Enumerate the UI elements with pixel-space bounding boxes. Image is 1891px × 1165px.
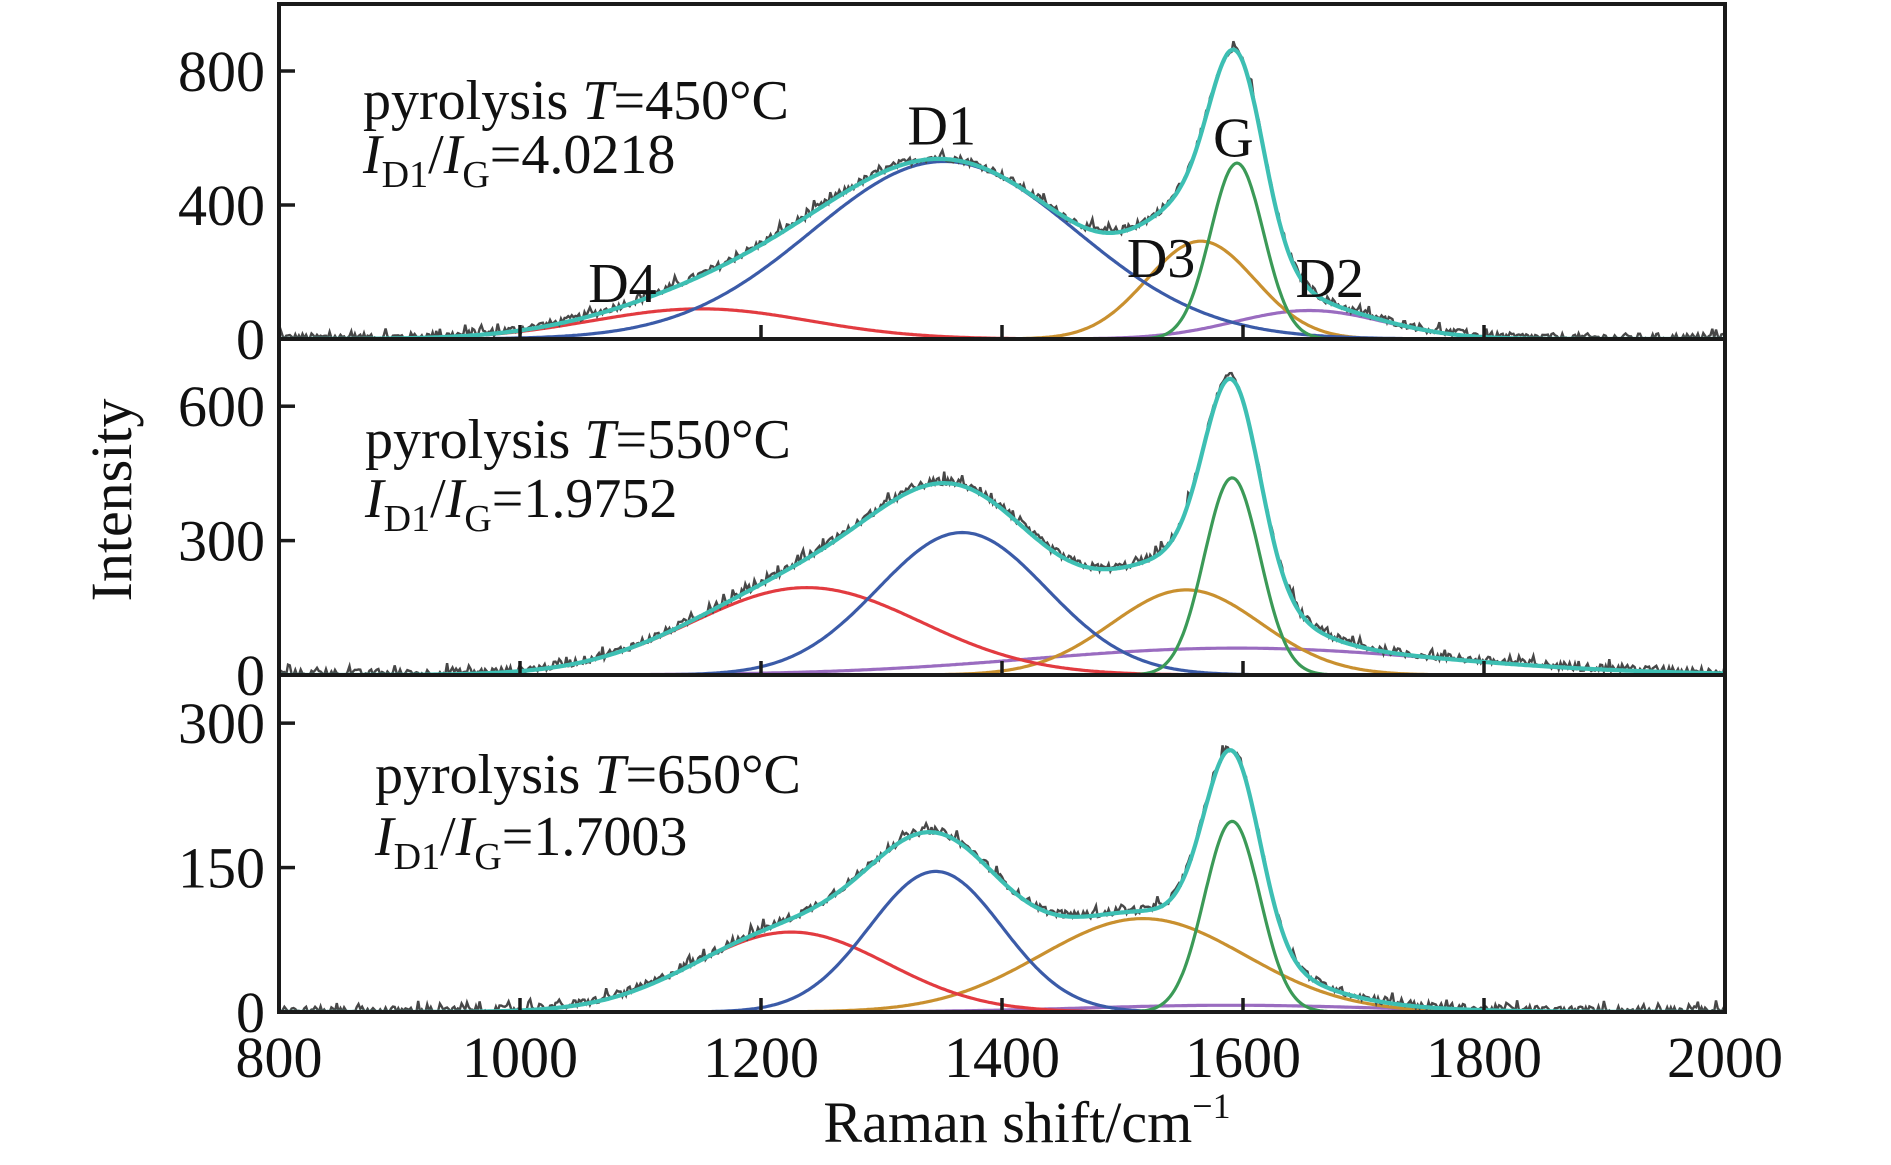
y-tick-label: 800 <box>178 39 265 104</box>
x-tick-label: 1200 <box>703 1025 819 1090</box>
peak-label-d4: D4 <box>588 253 656 315</box>
intensity-ratio-label: ID1/IG=4.0218 <box>362 124 675 196</box>
peak-curve-d3 <box>279 239 1725 339</box>
peak-label-g: G <box>1213 107 1253 169</box>
peak-curve-d1 <box>279 869 1725 1012</box>
y-tick-label: 300 <box>178 509 265 574</box>
y-tick-label: 0 <box>236 980 265 1045</box>
y-tick-label: 600 <box>178 374 265 439</box>
peak-curve-d1 <box>279 530 1725 675</box>
y-tick-label: 400 <box>178 173 265 238</box>
y-axis-title: Intensity <box>79 399 144 602</box>
y-tick-label: 300 <box>178 691 265 756</box>
intensity-ratio-label: ID1/IG=1.7003 <box>374 806 687 878</box>
peak-curve-d1 <box>279 159 1725 339</box>
y-tick-label: 150 <box>178 836 265 901</box>
x-tick-label: 1000 <box>462 1025 578 1090</box>
peak-label-d1: D1 <box>908 96 976 158</box>
temperature-label: pyrolysis T=650°C <box>375 744 801 806</box>
peak-label-d3: D3 <box>1127 228 1195 290</box>
temperature-label: pyrolysis T=550°C <box>365 409 791 471</box>
intensity-ratio-label: ID1/IG=1.9752 <box>364 468 677 540</box>
x-tick-label: 2000 <box>1667 1025 1783 1090</box>
x-tick-label: 800 <box>236 1025 323 1090</box>
x-tick-label: 1800 <box>1426 1025 1542 1090</box>
peak-curve-d3 <box>279 917 1725 1012</box>
peak-label-d2: D2 <box>1296 248 1364 310</box>
x-tick-label: 1600 <box>1185 1025 1301 1090</box>
y-tick-label: 0 <box>236 643 265 708</box>
x-axis-title: Raman shift/cm−1 <box>823 1086 1230 1155</box>
y-tick-label: 0 <box>236 307 265 372</box>
peak-curve-g <box>279 161 1725 339</box>
temperature-label: pyrolysis T=450°C <box>363 70 789 132</box>
x-tick-label: 1400 <box>944 1025 1060 1090</box>
